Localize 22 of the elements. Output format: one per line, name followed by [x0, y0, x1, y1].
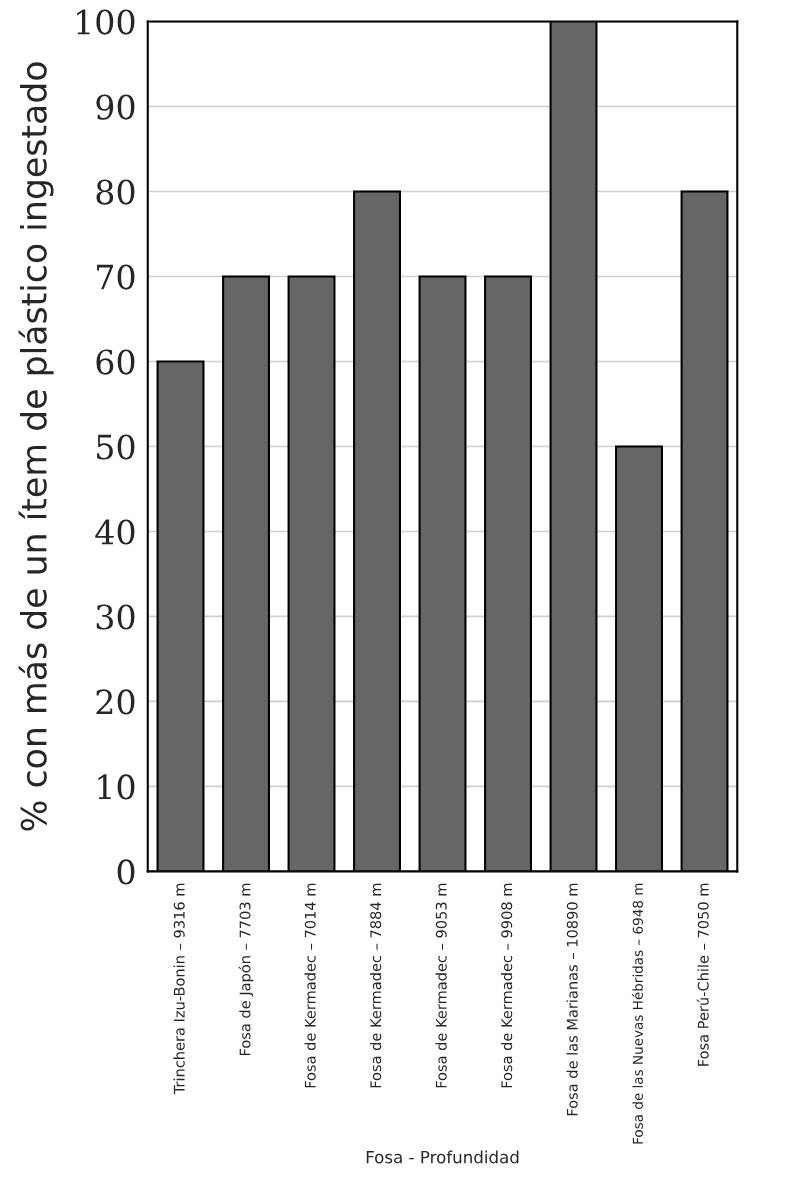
x-tick-label: Trinchera Izu-Bonin – 9316 m — [173, 883, 185, 1095]
y-tick-label: 0 — [117, 859, 135, 885]
x-tick-label: Fosa de Kermadec – 9053 m — [435, 883, 447, 1088]
y-tick-label: 80 — [96, 179, 135, 205]
y-tick-label: 90 — [96, 94, 135, 120]
y-tick-label: 70 — [97, 264, 135, 290]
x-tick-label: Fosa de las Marianas – 10890 m — [566, 883, 578, 1116]
x-tick-label: Fosa de Japón – 7703 m — [238, 883, 254, 1056]
x-tick-label: Fosa de Kermadec – 7884 m — [369, 883, 382, 1088]
x-tick-label: Fosa de Kermadec – 7014 m — [304, 883, 316, 1088]
y-tick-label: 40 — [95, 519, 135, 545]
y-tick-label: 60 — [96, 349, 135, 375]
y-tick-label: 50 — [97, 434, 135, 460]
y-tick-label: 20 — [96, 689, 135, 715]
y-axis-title: % con más de un ítem de plástico ingestado — [18, 62, 54, 831]
x-axis-title: Fosa - Profundidad — [366, 1150, 519, 1164]
y-tick-label: 30 — [96, 604, 135, 630]
y-tick-label: 10 — [98, 774, 135, 800]
y-tick-label: 100 — [77, 9, 135, 35]
x-tick-label: Fosa de las Nuevas Hébridas – 6948 m — [631, 883, 643, 1144]
x-tick-label: Fosa de Kermadec – 9908 m — [500, 883, 513, 1088]
x-tick-label: Fosa Perú-Chile – 7050 m — [696, 883, 709, 1066]
